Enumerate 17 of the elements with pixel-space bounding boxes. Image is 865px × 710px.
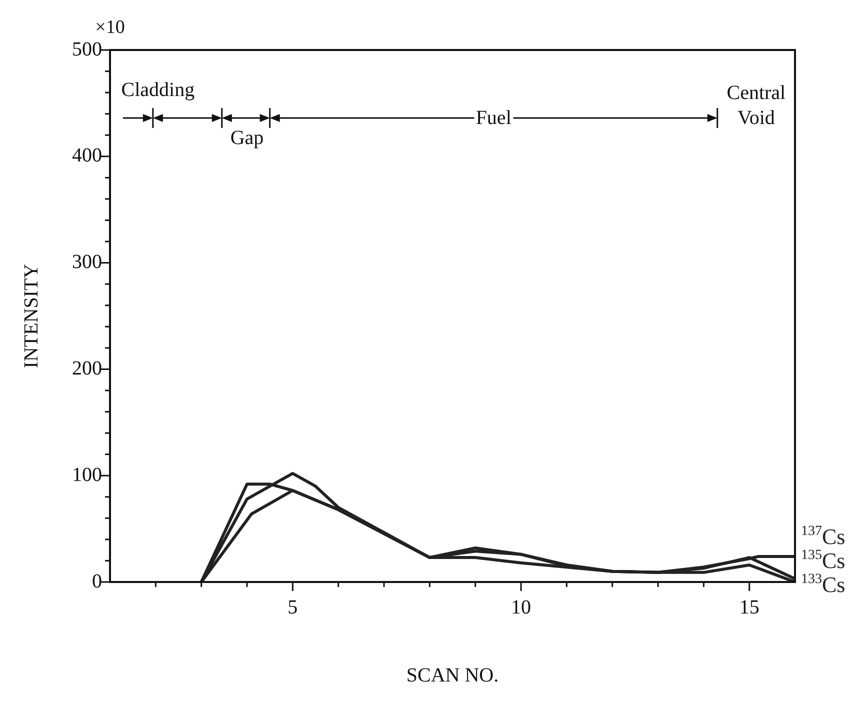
- y-tick-label: 200: [72, 357, 102, 380]
- y-tick-label: 400: [72, 144, 102, 167]
- annotation: Gap: [228, 127, 266, 150]
- x-tick-label: 10: [511, 596, 531, 618]
- y-tick-label: 500: [72, 38, 102, 60]
- x-axis-title: SCAN NO.: [406, 664, 499, 686]
- x-tick-label: 15: [739, 596, 760, 618]
- annotation: Central: [724, 82, 788, 104]
- y-tick-label: 100: [72, 464, 102, 486]
- y-tick-label: 0: [92, 570, 102, 592]
- y-axis-title: INTENSITY: [20, 264, 42, 368]
- annotation: Fuel: [474, 107, 514, 130]
- y-tick-label: 300: [72, 251, 102, 274]
- annotation: Cladding: [119, 79, 197, 102]
- annotation: Void: [735, 107, 777, 130]
- x-tick-label: 5: [288, 596, 298, 618]
- text: ×10: [95, 16, 125, 38]
